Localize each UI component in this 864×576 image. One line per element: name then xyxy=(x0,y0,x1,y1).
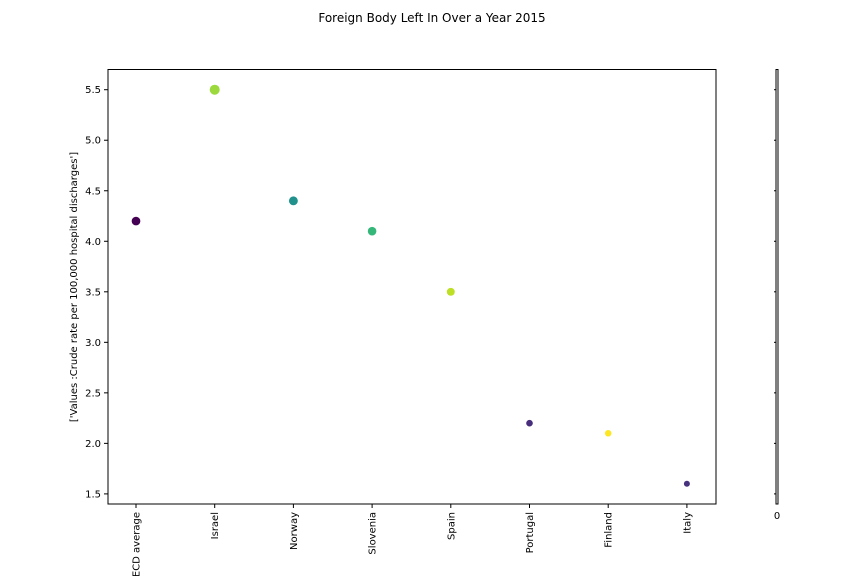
data-point xyxy=(683,480,690,487)
y-tick-label: 5.5 xyxy=(85,85,101,96)
y-axis: 1.5 2.0 2.5 3.0 3.5 4.0 4.5 5.0 5.5 xyxy=(85,85,108,500)
y-tick-label: 4.0 xyxy=(85,237,101,248)
y-tick-label: 2.5 xyxy=(85,388,101,399)
x-tick-label: Slovenia xyxy=(368,512,379,555)
y-tick-label: 3.0 xyxy=(85,338,101,349)
y-tick-label: 1.5 xyxy=(85,489,101,500)
x-axis: OECD average Israel Norway Slovenia Spain Por… xyxy=(132,504,693,576)
data-point xyxy=(131,216,141,226)
data-points xyxy=(131,84,690,487)
data-point xyxy=(209,84,220,95)
chart-title: Foreign Body Left In Over a Year 2015 xyxy=(318,11,545,25)
data-point xyxy=(526,419,533,427)
x-tick-label: Portugal xyxy=(525,512,536,553)
y-axis-label: ['Values :Crude rate per 100,000 hospita… xyxy=(69,152,80,422)
y-tick-label: 5.0 xyxy=(85,136,101,147)
x-tick-label: Finland xyxy=(604,512,615,548)
x-tick-label: Spain xyxy=(446,512,457,540)
x-tick-label: OECD average xyxy=(132,512,143,576)
colorbar-ticks xyxy=(774,89,776,495)
x-tick-label: Norway xyxy=(289,512,300,550)
y-tick-label: 3.5 xyxy=(85,287,101,298)
x-tick-label: Israel xyxy=(210,512,221,539)
plot-area xyxy=(107,69,717,505)
data-point xyxy=(288,196,298,206)
x-tick-label: Italy xyxy=(682,512,693,534)
y-tick-label: 4.5 xyxy=(85,186,101,197)
colorbar-tick-label: 0 xyxy=(774,511,780,522)
data-point xyxy=(367,226,377,236)
colorbar: 0 xyxy=(774,69,780,522)
data-point xyxy=(604,430,612,437)
data-point xyxy=(446,287,455,296)
y-tick-label: 2.0 xyxy=(85,439,101,450)
colorbar-frame xyxy=(775,69,779,505)
